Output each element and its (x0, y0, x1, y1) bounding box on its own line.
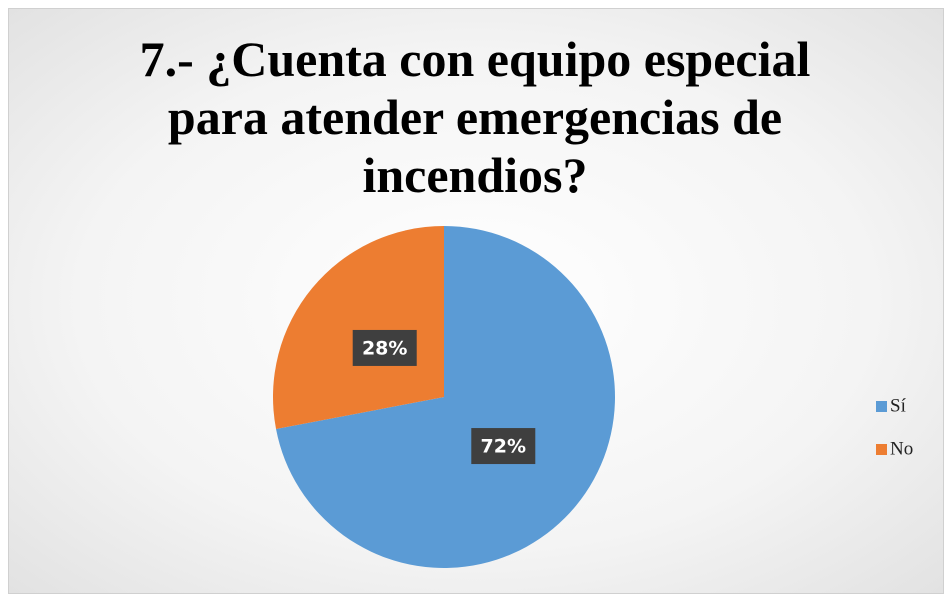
legend-swatch (876, 444, 887, 455)
data-label-box (471, 428, 536, 465)
legend-label: Sí (890, 395, 907, 416)
legend-swatch (876, 401, 887, 412)
pie-slice (276, 226, 615, 568)
legend-label: No (890, 438, 913, 459)
data-label-box (352, 329, 417, 366)
data-label: 72% (481, 436, 526, 458)
pie-slice (272, 226, 444, 430)
data-label: 28% (362, 337, 407, 359)
chart-title: 7.- ¿Cuenta con equipo especial para ate… (139, 31, 811, 203)
